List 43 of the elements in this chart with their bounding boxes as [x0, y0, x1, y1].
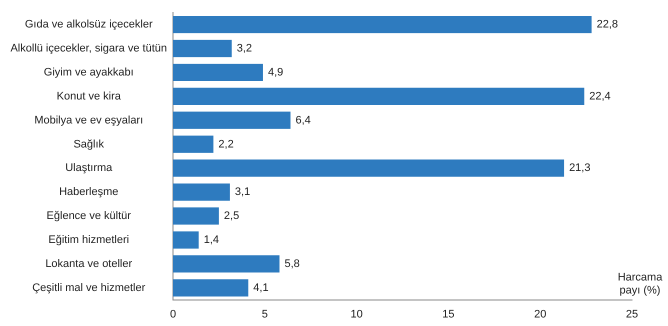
bar	[173, 136, 214, 153]
data-label: 3,2	[236, 42, 252, 55]
y-tick-label: Haberleşme	[59, 186, 118, 198]
y-tick-label: Alkollü içecekler, sigara ve tütün	[10, 42, 168, 55]
y-tick-label: Mobilya ve ev eşyaları	[34, 114, 144, 126]
data-label: 21,3	[569, 162, 590, 174]
y-tick-label: Giyim ve ayakkabı	[44, 66, 134, 78]
y-tick-label: Çeşitli mal ve hizmetler	[32, 282, 146, 294]
data-label: 2,5	[224, 210, 240, 222]
bar	[173, 112, 291, 129]
y-tick-label: Sağlık	[73, 138, 105, 150]
y-tick-label: Gıda ve alkolsüz içecekler	[24, 18, 153, 31]
bar	[173, 88, 584, 105]
data-label: 1,4	[204, 234, 219, 246]
y-tick-label: Eğitim hizmetleri	[48, 234, 130, 246]
x-tick-label: 0	[170, 308, 176, 320]
bar	[173, 183, 230, 201]
bar	[173, 231, 199, 249]
data-label: 22,8	[596, 18, 618, 31]
data-label: 6,4	[296, 114, 311, 126]
y-tick-label: Ulaştırma	[65, 162, 114, 174]
x-tick-label: 20	[534, 308, 546, 320]
bar	[173, 207, 219, 225]
data-label: 4,1	[253, 282, 269, 294]
x-axis-title: Harcama payı (%)	[618, 271, 664, 296]
data-label: 2,2	[218, 138, 234, 150]
bar	[173, 64, 263, 82]
bar	[173, 279, 248, 296]
bar	[173, 160, 564, 177]
y-tick-label: Lokanta ve oteller	[45, 258, 132, 270]
bar	[173, 40, 232, 58]
x-tick-label: 25	[626, 308, 638, 320]
x-tick-label: 10	[350, 308, 363, 320]
data-label: 5,8	[284, 258, 300, 270]
x-tick-label: 15	[442, 308, 455, 320]
bar	[173, 255, 280, 273]
bar	[173, 16, 592, 34]
y-tick-label: Eğlence ve kültür	[46, 210, 132, 222]
data-label: 22,4	[589, 90, 611, 102]
data-label: 4,9	[268, 66, 284, 78]
y-tick-label: Konut ve kira	[56, 90, 122, 102]
x-tick-label: 5	[262, 308, 268, 320]
data-label: 3,1	[234, 186, 250, 198]
